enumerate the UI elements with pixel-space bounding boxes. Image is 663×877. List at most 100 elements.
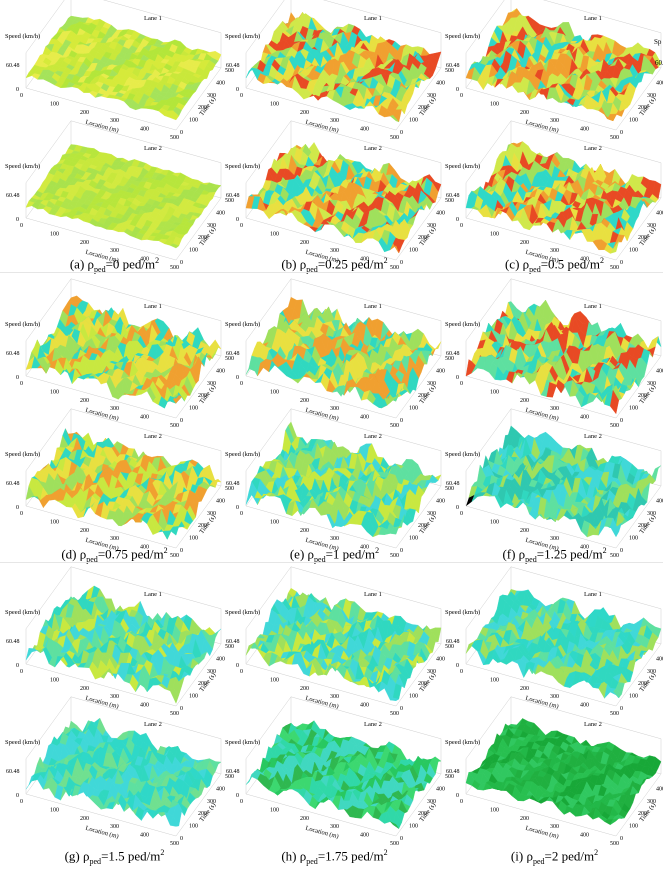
caption-superscript: 2: [600, 256, 605, 265]
y-tick-label: 200: [418, 393, 427, 399]
y-tick-label: 300: [427, 223, 436, 229]
x-tick-label: 300: [550, 406, 559, 412]
z-axis-label: Speed (km/h): [225, 451, 260, 458]
x-tick-label: 0: [240, 93, 243, 99]
x-tick-label: 100: [50, 231, 59, 237]
surface-cell: [169, 243, 180, 249]
x-tick-label: 500: [170, 265, 179, 271]
y-tick-label: 0: [400, 260, 403, 266]
y-tick-label: 400: [216, 210, 225, 216]
y-tick-label: 400: [436, 498, 445, 504]
x-tick-label: 500: [170, 553, 179, 559]
y-tick-label: 0: [180, 418, 183, 424]
x-tick-label: 200: [80, 110, 89, 116]
x-tick-label: 300: [330, 118, 339, 124]
x-tick-label: 300: [330, 248, 339, 254]
x-tick-label: 500: [610, 135, 619, 141]
x-tick-label: 300: [110, 248, 119, 254]
z-tick-label: 60.48: [446, 63, 460, 69]
x-tick-label: 100: [50, 101, 59, 107]
x-tick-label: 500: [610, 265, 619, 271]
caption-value: =0.75 ped/m: [97, 546, 164, 562]
surface-cell: [389, 526, 400, 535]
y-tick-label: 400: [216, 80, 225, 86]
z-tick-label: 0: [456, 217, 459, 223]
y-tick-label: 100: [189, 406, 198, 412]
y-tick-label: 100: [409, 406, 418, 412]
x-tick-label: 200: [80, 240, 89, 246]
z-axis-label: Speed (km/h): [225, 33, 260, 40]
x-tick-label: 400: [360, 257, 369, 263]
caption-d: (d) ρped=0.75 ped/m2: [4, 546, 225, 564]
y-tick-label: 400: [436, 368, 445, 374]
y-tick-label: 0: [400, 418, 403, 424]
y-tick-label: 0: [400, 130, 403, 136]
x-tick-label: 0: [240, 511, 243, 517]
x-tick-label: 500: [170, 135, 179, 141]
y-tick-label: 200: [418, 523, 427, 529]
y-tick-label: 100: [409, 248, 418, 254]
subplot-title: Lane 1: [364, 303, 382, 310]
y-tick-label: 200: [198, 523, 207, 529]
panel-c-lane-2: Lane 2 Speed (km/h) 60.48 0 0 100 200 300 400 500…: [444, 120, 663, 271]
x-tick-label: 0: [20, 511, 23, 517]
subplot-title: Lane 2: [364, 433, 382, 440]
surface-cell: [389, 243, 399, 254]
x-tick-label: 100: [270, 101, 279, 107]
panel-f-lane-1: Lane 1 Speed (km/h) 60.48 0 0 100 200 300 400 500…: [444, 278, 663, 429]
caption-subscript: ped: [94, 264, 106, 274]
y-tick-label: 200: [418, 235, 427, 241]
y-tick-label: 100: [189, 248, 198, 254]
caption-text: (c) ρ: [504, 256, 530, 272]
y-tick-label: 400: [656, 368, 663, 374]
x-tick-label: 400: [140, 127, 149, 133]
subplot-title: Lane 2: [144, 145, 162, 152]
y-tick-label: 0: [620, 130, 623, 136]
y-tick-label: 100: [629, 406, 638, 412]
y-tick-label: 0: [180, 130, 183, 136]
caption-a: (a) ρped=0 ped/m2: [4, 256, 225, 274]
y-tick-label: 100: [189, 118, 198, 124]
panel-d-lane-2: Lane 2 Speed (km/h) 60.48 0 0 100 200 300 400 500…: [4, 408, 234, 559]
subplot-title: Lane 1: [144, 303, 162, 310]
z-axis-label: Speed (km/h): [5, 451, 40, 458]
caption-b: (b) ρped=0.25 ped/m2: [224, 256, 445, 274]
x-tick-label: 400: [580, 415, 589, 421]
caption-text: (d) ρ: [61, 546, 87, 562]
subplot-title: Lane 1: [584, 15, 602, 22]
z-tick-label: 0: [16, 217, 19, 223]
x-tick-label: 300: [550, 248, 559, 254]
y-tick-label: 200: [638, 393, 647, 399]
subplot-title: Lane 2: [144, 433, 162, 440]
x-tick-label: 400: [140, 545, 149, 551]
y-tick-label: 0: [620, 418, 623, 424]
x-tick-label: 400: [360, 127, 369, 133]
x-tick-label: 200: [80, 528, 89, 534]
y-tick-label: 500: [445, 68, 454, 74]
x-tick-label: 100: [490, 231, 499, 237]
x-tick-label: 300: [330, 406, 339, 412]
surface-mesh: [465, 8, 662, 122]
x-tick-label: 0: [460, 381, 463, 387]
surface-mesh: [25, 428, 222, 540]
x-tick-label: 200: [300, 240, 309, 246]
y-tick-label: 300: [427, 381, 436, 387]
z-tick-label: 0: [236, 87, 239, 93]
z-axis-label: Speed (km/h): [445, 33, 480, 40]
x-tick-label: 300: [110, 536, 119, 542]
y-tick-label: 400: [216, 368, 225, 374]
x-tick-label: 0: [240, 223, 243, 229]
x-tick-label: 100: [270, 389, 279, 395]
x-tick-label: 0: [460, 223, 463, 229]
z-axis-label: Speed (km/h): [5, 33, 40, 40]
x-tick-label: 300: [330, 536, 339, 542]
y-tick-label: 500: [225, 68, 234, 74]
surface-cell: [389, 395, 399, 401]
x-tick-label: 100: [490, 101, 499, 107]
x-tick-label: 500: [390, 135, 399, 141]
